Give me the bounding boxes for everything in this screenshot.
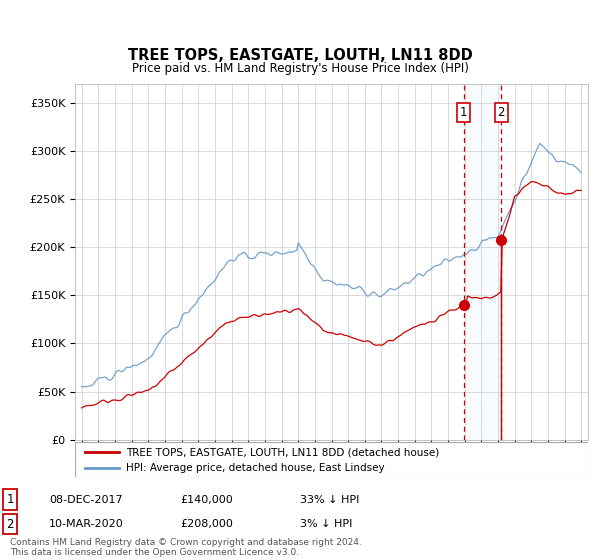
Text: 33% ↓ HPI: 33% ↓ HPI bbox=[300, 494, 359, 505]
Text: 10-MAR-2020: 10-MAR-2020 bbox=[49, 519, 124, 529]
Text: 1: 1 bbox=[7, 493, 14, 506]
Text: TREE TOPS, EASTGATE, LOUTH, LN11 8DD: TREE TOPS, EASTGATE, LOUTH, LN11 8DD bbox=[128, 49, 472, 63]
Text: TREE TOPS, EASTGATE, LOUTH, LN11 8DD (detached house): TREE TOPS, EASTGATE, LOUTH, LN11 8DD (de… bbox=[127, 447, 440, 457]
Text: 1: 1 bbox=[460, 106, 467, 119]
FancyBboxPatch shape bbox=[75, 442, 588, 477]
Text: 2: 2 bbox=[497, 106, 505, 119]
Text: 3% ↓ HPI: 3% ↓ HPI bbox=[300, 519, 352, 529]
Text: £208,000: £208,000 bbox=[180, 519, 233, 529]
Text: £140,000: £140,000 bbox=[180, 494, 233, 505]
Text: Price paid vs. HM Land Registry's House Price Index (HPI): Price paid vs. HM Land Registry's House … bbox=[131, 62, 469, 76]
Text: HPI: Average price, detached house, East Lindsey: HPI: Average price, detached house, East… bbox=[127, 463, 385, 473]
Text: 08-DEC-2017: 08-DEC-2017 bbox=[49, 494, 123, 505]
Text: 2: 2 bbox=[7, 517, 14, 531]
Bar bbox=[464, 84, 504, 440]
Text: Contains HM Land Registry data © Crown copyright and database right 2024.
This d: Contains HM Land Registry data © Crown c… bbox=[10, 538, 362, 557]
